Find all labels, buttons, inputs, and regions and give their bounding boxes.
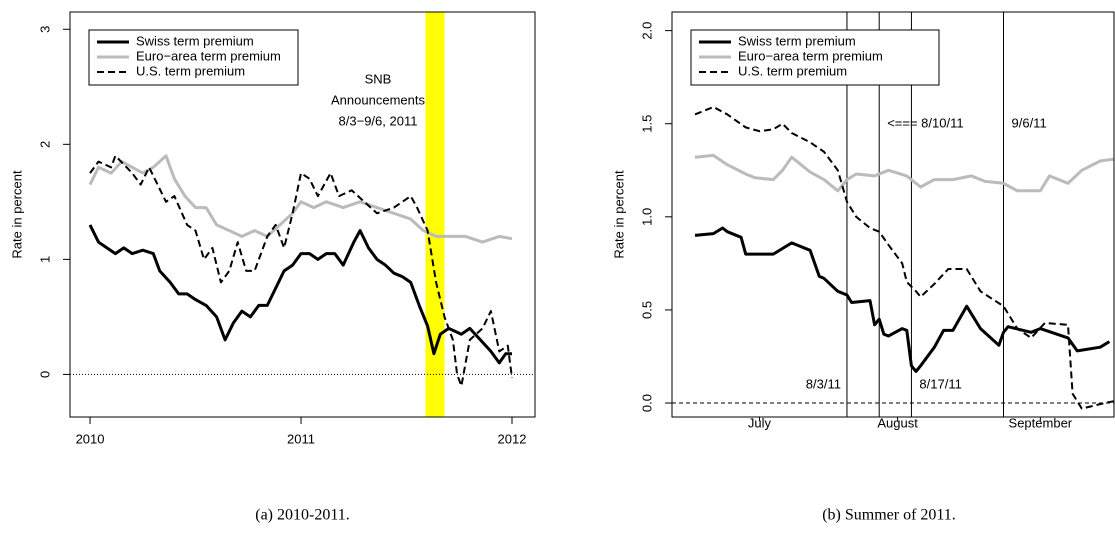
legend-label: Euro−area term premium bbox=[136, 48, 281, 63]
caption: (b) Summer of 2011. bbox=[822, 507, 956, 524]
legend-label: U.S. term premium bbox=[738, 63, 847, 78]
caption: (a) 2010-2011. bbox=[255, 507, 350, 524]
legend-label: Swiss term premium bbox=[738, 33, 856, 48]
series-line bbox=[694, 153, 1115, 193]
plot-frame bbox=[671, 11, 1115, 418]
y-tick-label: 1.0 bbox=[639, 208, 654, 226]
event-label: 8/3/11 bbox=[806, 376, 841, 391]
y-axis-title: Rate in percent bbox=[611, 170, 626, 259]
event-label: 9/6/11 bbox=[1012, 115, 1047, 130]
event-label: <=== 8/10/11 bbox=[887, 115, 963, 130]
plot-area bbox=[672, 12, 1115, 417]
annotation: SNB bbox=[365, 71, 392, 86]
event-label: 8/17/11 bbox=[919, 376, 961, 391]
legend-box bbox=[690, 29, 940, 86]
y-tick-label: 1.5 bbox=[639, 115, 654, 133]
series-line bbox=[694, 106, 1115, 410]
plot-area bbox=[70, 12, 535, 417]
x-tick-label: 2011 bbox=[287, 431, 315, 446]
y-tick-label: 2.0 bbox=[639, 22, 654, 40]
annotation: Announcements bbox=[331, 92, 425, 107]
legend-label: Euro−area term premium bbox=[738, 48, 883, 63]
x-tick-label: July bbox=[748, 415, 772, 430]
y-tick-label: 3 bbox=[37, 26, 52, 33]
series-line bbox=[89, 154, 513, 387]
series-line bbox=[88, 154, 513, 244]
highlight-band bbox=[425, 12, 445, 417]
y-tick-label: 0 bbox=[37, 371, 52, 378]
annotation: 8/3−9/6, 2011 bbox=[339, 113, 418, 128]
plot-frame bbox=[69, 11, 536, 418]
y-tick-label: 0.0 bbox=[639, 394, 654, 412]
y-tick-label: 2 bbox=[37, 141, 52, 148]
x-tick-label: September bbox=[1009, 415, 1073, 430]
x-tick-label: 2012 bbox=[498, 431, 527, 446]
x-tick-label: August bbox=[877, 415, 918, 430]
y-tick-label: 0.5 bbox=[639, 301, 654, 319]
series-line bbox=[694, 226, 1111, 373]
y-axis-title: Rate in percent bbox=[9, 170, 24, 259]
series-line bbox=[88, 224, 512, 365]
y-tick-label: 1 bbox=[37, 256, 52, 263]
legend-label: Swiss term premium bbox=[136, 33, 254, 48]
legend-label: U.S. term premium bbox=[136, 63, 245, 78]
x-tick-label: 2010 bbox=[76, 431, 105, 446]
